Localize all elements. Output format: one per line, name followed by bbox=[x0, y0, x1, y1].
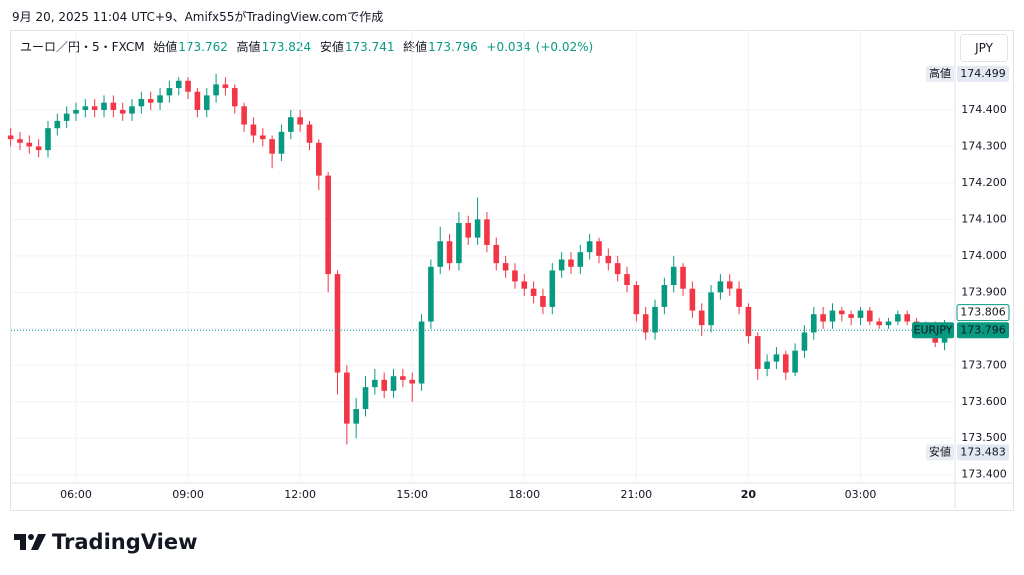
symbol: ユーロ／円・5・FXCM bbox=[20, 40, 145, 54]
logo-text: TradingView bbox=[52, 530, 198, 554]
high-label: 高値 bbox=[236, 40, 261, 54]
open-label: 始値 bbox=[153, 40, 178, 54]
currency-button[interactable]: JPY bbox=[960, 34, 1008, 62]
caption: 9月 20, 2025 11:04 UTC+9、Amifx55がTradingV… bbox=[12, 10, 384, 24]
close-value: 173.796 bbox=[428, 40, 478, 54]
high-value: 173.824 bbox=[261, 40, 312, 54]
logo-icon bbox=[14, 534, 46, 550]
footer-logo: TradingView bbox=[14, 530, 197, 554]
legend: ユーロ／円・5・FXCM 始値173.762 高値173.824 安値173.7… bbox=[20, 38, 594, 55]
low-label: 安値 bbox=[319, 40, 344, 54]
change-pct: (+0.02%) bbox=[535, 40, 594, 54]
low-value: 173.741 bbox=[344, 40, 395, 54]
open-value: 173.762 bbox=[178, 40, 228, 54]
chart-frame bbox=[10, 30, 1014, 511]
close-label: 終値 bbox=[403, 40, 428, 54]
change: +0.034 bbox=[486, 40, 531, 54]
